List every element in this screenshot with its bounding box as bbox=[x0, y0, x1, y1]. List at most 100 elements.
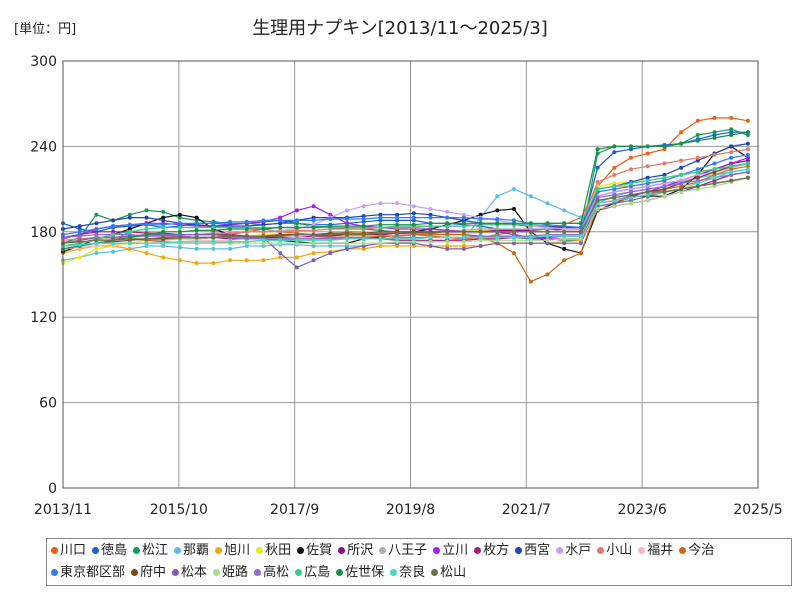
data-point bbox=[361, 244, 366, 248]
legend-item: 松江 bbox=[133, 540, 168, 562]
series-line bbox=[62, 177, 749, 268]
data-point bbox=[77, 229, 82, 234]
data-point bbox=[512, 227, 516, 231]
series-lines bbox=[61, 115, 750, 284]
data-point bbox=[244, 244, 249, 248]
data-point bbox=[578, 234, 583, 239]
legend-marker-icon bbox=[295, 569, 303, 576]
data-point bbox=[211, 261, 216, 266]
data-point bbox=[111, 218, 116, 223]
data-point bbox=[311, 228, 316, 233]
series-line bbox=[62, 168, 748, 247]
data-point bbox=[629, 198, 633, 203]
data-point bbox=[77, 255, 82, 260]
legend-label: 佐賀 bbox=[306, 543, 333, 558]
data-point bbox=[294, 238, 299, 243]
legend-label: 八王子 bbox=[388, 543, 428, 558]
legend-label: 所沢 bbox=[347, 543, 374, 558]
legend-item: 奈良 bbox=[390, 562, 425, 584]
data-point bbox=[478, 217, 483, 221]
data-point bbox=[662, 184, 667, 189]
legend-marker-icon bbox=[679, 547, 687, 554]
data-point bbox=[127, 215, 132, 220]
data-point bbox=[345, 217, 349, 221]
data-point bbox=[512, 218, 516, 223]
data-point bbox=[461, 239, 466, 244]
data-point bbox=[311, 244, 316, 248]
data-point bbox=[445, 235, 450, 240]
data-point bbox=[478, 221, 483, 226]
data-point bbox=[161, 225, 166, 230]
data-point bbox=[278, 255, 283, 260]
data-point bbox=[378, 231, 383, 236]
data-point bbox=[729, 127, 734, 132]
data-point bbox=[428, 224, 433, 229]
data-point bbox=[228, 258, 233, 263]
data-point bbox=[512, 207, 516, 211]
legend-label: 那覇 bbox=[183, 543, 210, 558]
data-point bbox=[278, 225, 283, 230]
series-line bbox=[62, 162, 748, 247]
legend-label: 今治 bbox=[688, 543, 715, 558]
data-point bbox=[261, 234, 266, 239]
grid-lines bbox=[62, 60, 759, 489]
data-point bbox=[194, 221, 199, 226]
legend-item: 松本 bbox=[172, 562, 207, 584]
legend-item: 今治 bbox=[679, 540, 714, 562]
data-point bbox=[562, 236, 567, 241]
data-point bbox=[695, 158, 700, 163]
data-point bbox=[428, 207, 433, 211]
legend-item: 小山 bbox=[597, 540, 632, 562]
data-point bbox=[244, 258, 249, 263]
data-point bbox=[361, 236, 366, 241]
legend-label: 府中 bbox=[140, 565, 167, 580]
legend-label: 旭川 bbox=[224, 543, 251, 558]
data-point bbox=[595, 195, 600, 200]
data-point bbox=[395, 222, 400, 227]
data-point bbox=[712, 161, 717, 166]
data-point bbox=[127, 236, 132, 241]
data-point bbox=[411, 215, 416, 220]
data-point bbox=[612, 201, 617, 206]
data-point bbox=[695, 181, 700, 186]
data-point bbox=[228, 231, 233, 236]
data-point bbox=[562, 229, 567, 234]
data-point bbox=[144, 232, 149, 237]
data-point bbox=[662, 172, 667, 177]
data-point bbox=[244, 234, 249, 239]
legend-item: 川口 bbox=[51, 540, 86, 562]
legend-label: 奈良 bbox=[399, 565, 426, 580]
data-point bbox=[695, 172, 700, 177]
data-point bbox=[612, 165, 617, 170]
data-point bbox=[679, 178, 684, 183]
data-point bbox=[244, 239, 249, 244]
data-point bbox=[578, 236, 583, 241]
data-point bbox=[662, 194, 667, 199]
legend-marker-icon bbox=[556, 547, 564, 554]
legend-item: 旭川 bbox=[215, 540, 250, 562]
data-point bbox=[495, 227, 500, 231]
legend-item: 府中 bbox=[131, 562, 166, 584]
legend-marker-icon bbox=[431, 569, 439, 576]
legend-marker-icon bbox=[92, 547, 100, 554]
y-tick-label: 180 bbox=[30, 225, 57, 241]
data-point bbox=[745, 175, 750, 180]
legend-marker-icon bbox=[174, 547, 182, 554]
data-point bbox=[378, 241, 383, 246]
data-point bbox=[445, 229, 450, 234]
data-point bbox=[645, 175, 650, 180]
data-point bbox=[161, 241, 166, 246]
data-point bbox=[261, 218, 266, 223]
legend-label: 福井 bbox=[647, 543, 674, 558]
data-point bbox=[378, 212, 383, 217]
data-point bbox=[528, 194, 533, 199]
data-point bbox=[595, 165, 600, 170]
data-point bbox=[111, 249, 116, 254]
data-point bbox=[645, 178, 650, 183]
legend-item: 水戸 bbox=[556, 540, 591, 562]
data-point bbox=[478, 238, 483, 243]
series-line bbox=[62, 131, 748, 250]
series-line bbox=[62, 177, 749, 244]
data-point bbox=[528, 221, 533, 226]
data-point bbox=[562, 241, 567, 246]
